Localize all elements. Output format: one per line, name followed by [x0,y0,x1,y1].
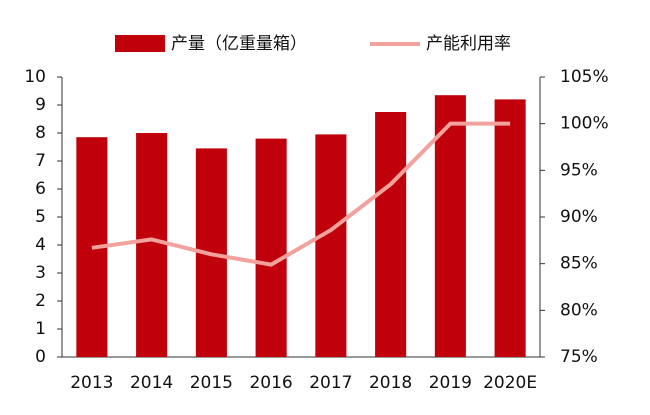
y2-tick-label: 75% [560,347,598,367]
legend-label: 产量（亿重量箱） [171,34,307,54]
x-tick-label: 2019 [429,373,472,393]
x-tick-label: 2015 [190,373,233,393]
y2-tick-label: 100% [560,114,609,134]
y-tick-label: 7 [35,151,46,171]
bar [494,99,526,358]
x-tick-label: 2014 [130,373,173,393]
y2-tick-label: 105% [560,67,609,87]
y-tick-label: 6 [35,179,46,199]
y-tick-label: 2 [35,291,46,311]
bar [315,134,347,357]
y-tick-label: 4 [35,235,46,255]
x-tick-label: 2018 [369,373,412,393]
legend-swatch [115,35,165,52]
y-tick-label: 5 [35,207,46,227]
x-tick-label: 2020E [483,373,537,393]
legend-label: 产能利用率 [426,34,511,54]
bar [375,112,407,357]
y-tick-label: 10 [24,67,46,87]
bar [136,133,168,357]
x-tick-label: 2017 [309,373,352,393]
y-tick-label: 0 [35,347,46,367]
y2-tick-label: 90% [560,207,598,227]
x-tick-label: 2013 [70,373,113,393]
y2-tick-label: 85% [560,254,598,274]
y-tick-label: 9 [35,95,46,115]
y-tick-label: 1 [35,319,46,339]
bar [434,95,466,357]
x-tick-label: 2016 [249,373,292,393]
bar [255,138,287,357]
y-tick-label: 3 [35,263,46,283]
y2-tick-label: 80% [560,300,598,320]
line [91,121,511,267]
y-tick-label: 8 [35,123,46,143]
y2-tick-label: 95% [560,160,598,180]
